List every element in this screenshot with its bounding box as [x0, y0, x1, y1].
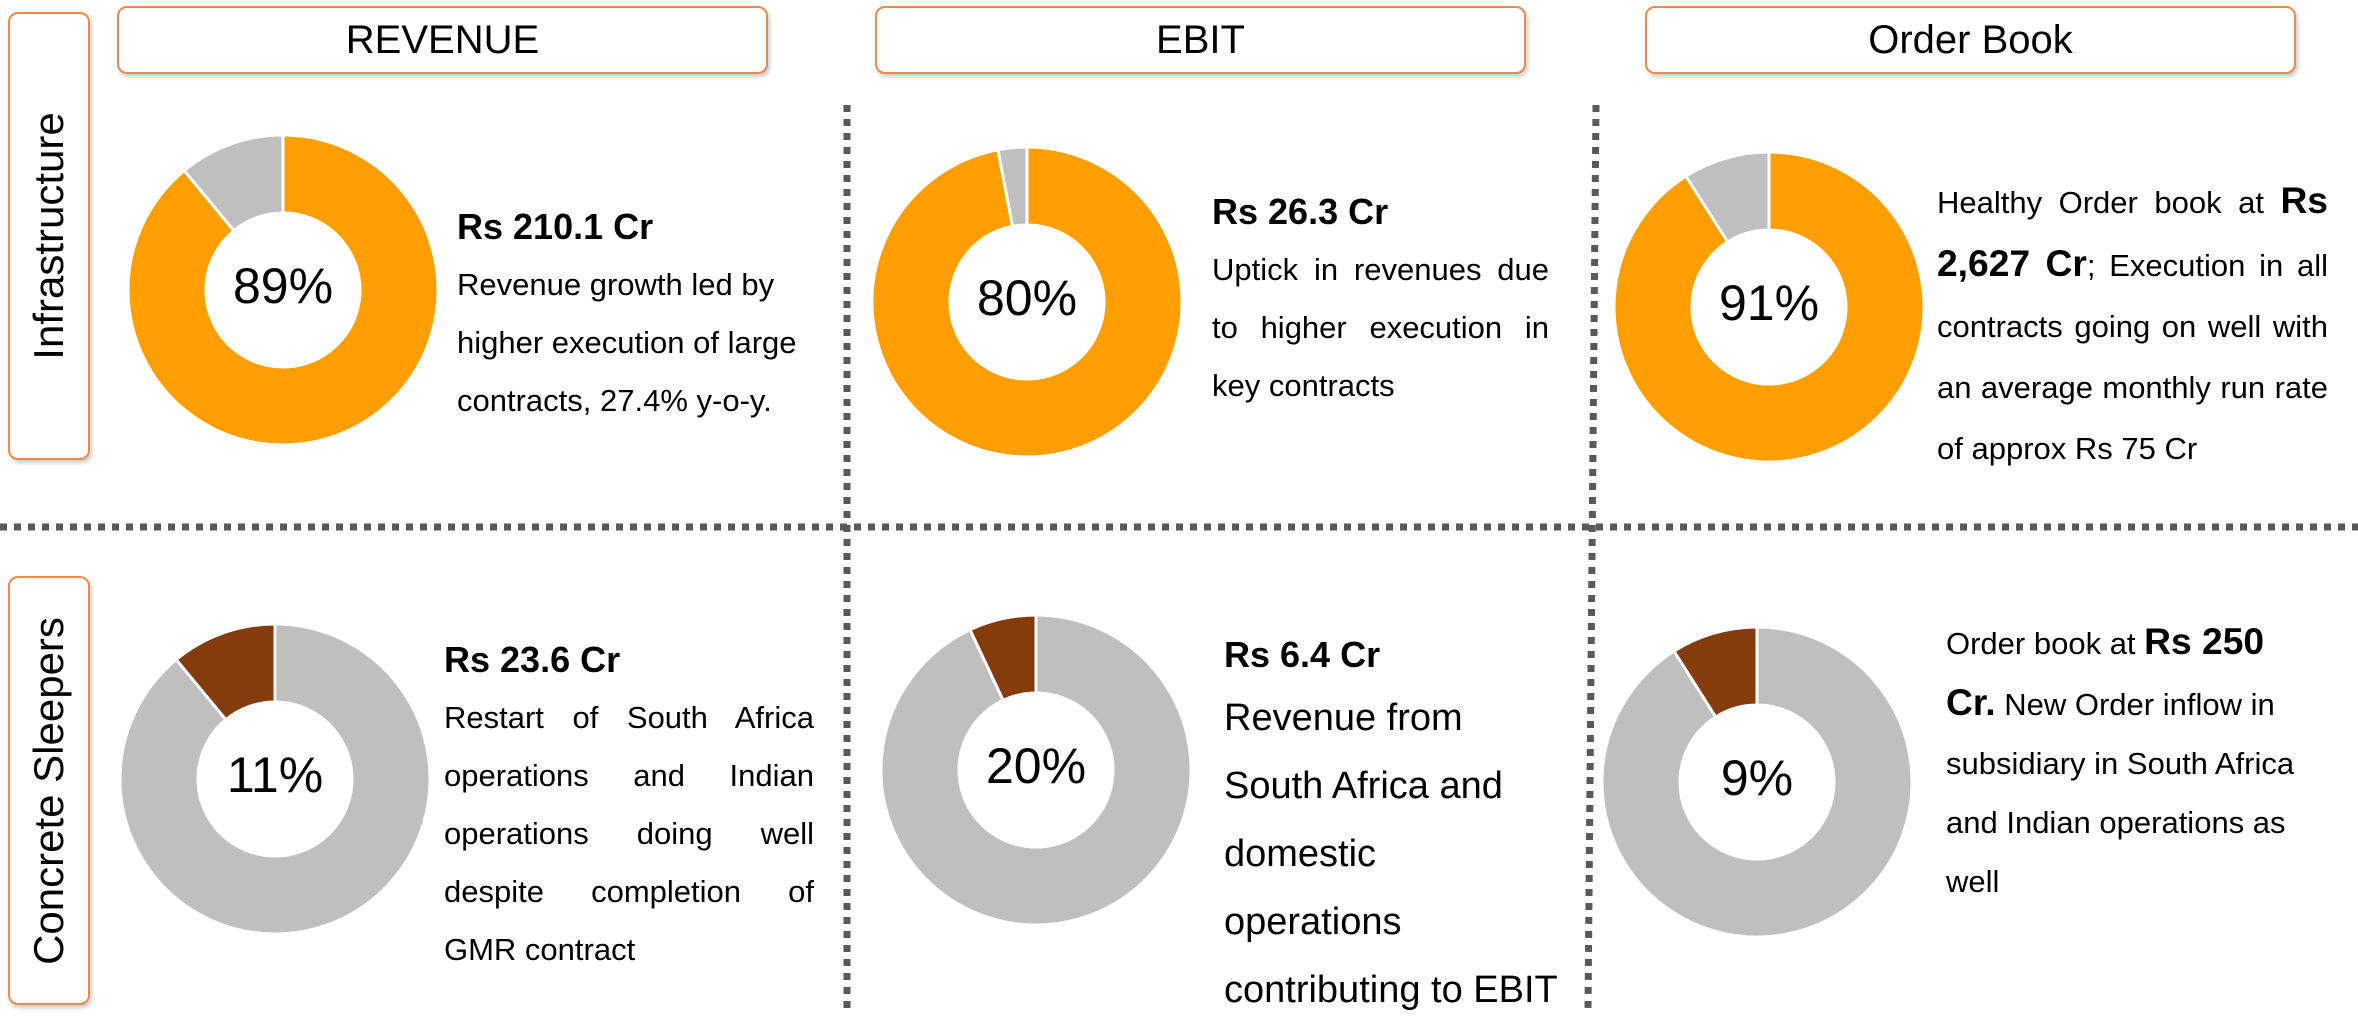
- cell-body: Uptick in revenues due to higher executi…: [1212, 241, 1549, 415]
- center-label: 80%: [977, 270, 1077, 326]
- center-label: 89%: [233, 258, 333, 314]
- body-text: Restart of South Africa operations and I…: [444, 700, 814, 967]
- body-text: Healthy Order book at: [1937, 185, 2281, 220]
- body-text: Rs 2,627 Cr: [1937, 179, 2328, 284]
- donut-segment: [1600, 625, 1914, 939]
- dividers: [0, 104, 2358, 1009]
- donut: 89%: [126, 133, 440, 447]
- donut-segment: [968, 613, 1038, 703]
- cell-heading: Rs 6.4 Cr: [1224, 634, 1381, 675]
- cell-text: Order book at Rs 250 Cr. New Order inflo…: [1946, 612, 2322, 911]
- body-text: Rs 250 Cr.: [1946, 620, 2265, 723]
- donut-segment: [126, 133, 440, 447]
- column-header: REVENUE: [117, 6, 768, 74]
- center-label: 11%: [227, 747, 323, 803]
- donut-segment: [1683, 150, 1771, 245]
- cell-text: Rs 26.3 Cr Uptick in revenues due to high…: [1212, 191, 1549, 415]
- cell-body: Revenue growth led by higher execution o…: [457, 256, 807, 430]
- cell-text: Rs 23.6 Cr Restart of South Africa operat…: [444, 639, 814, 979]
- donut-segment: [174, 622, 277, 722]
- body-text: ; Execution in all contracts going on we…: [1937, 248, 2328, 466]
- donut: 11%: [118, 622, 432, 936]
- donut: 20%: [879, 613, 1193, 927]
- row-label: Concrete Sleepers: [25, 616, 72, 965]
- cell-body: Restart of South Africa operations and I…: [444, 689, 814, 979]
- donut-segment: [1612, 150, 1926, 464]
- column-header: Order Book: [1645, 6, 2296, 74]
- center-label: 20%: [986, 738, 1086, 794]
- center-label: 91%: [1719, 275, 1819, 331]
- row-label-box: Concrete Sleepers: [8, 576, 90, 1005]
- row-label-box: Infrastructure: [8, 12, 90, 460]
- cell-body: Revenue from South Africa and domestic o…: [1224, 684, 1561, 1024]
- donut-segment: [870, 145, 1184, 459]
- cell-text: Rs 6.4 Cr Revenue from South Africa and d…: [1224, 634, 1561, 1024]
- donut: 80%: [870, 145, 1184, 459]
- cell-body: Healthy Order book at Rs 2,627 Cr; Execu…: [1937, 170, 2328, 479]
- body-text: New Order inflow in subsidiary in South …: [1946, 687, 2295, 899]
- divider: [1584, 104, 1600, 1009]
- cell-text: Healthy Order book at Rs 2,627 Cr; Execu…: [1937, 170, 2328, 479]
- donut-segment: [182, 133, 285, 233]
- cell-heading: Rs 23.6 Cr: [444, 639, 621, 680]
- donut-segment: [879, 613, 1193, 927]
- body-text: Revenue from South Africa and domestic o…: [1224, 697, 1558, 1011]
- cell-heading: Rs 26.3 Cr: [1212, 191, 1389, 232]
- donut: 9%: [1600, 625, 1914, 939]
- cell-body: Order book at Rs 250 Cr. New Order inflo…: [1946, 612, 2322, 911]
- donut-segment: [996, 145, 1029, 229]
- donut-segment: [1671, 625, 1759, 720]
- cell-heading: Rs 210.1 Cr: [457, 206, 654, 247]
- body-text: Revenue growth led by higher execution o…: [457, 267, 797, 418]
- body-text: Uptick in revenues due to higher executi…: [1212, 252, 1549, 403]
- center-label: 9%: [1721, 750, 1793, 806]
- body-text: Order book at: [1946, 626, 2145, 661]
- column-header: EBIT: [875, 6, 1526, 74]
- donut: 91%: [1612, 150, 1926, 464]
- donut-segment: [118, 622, 432, 936]
- cell-text: Rs 210.1 Cr Revenue growth led by higher …: [457, 206, 807, 430]
- row-label: Infrastructure: [25, 112, 72, 360]
